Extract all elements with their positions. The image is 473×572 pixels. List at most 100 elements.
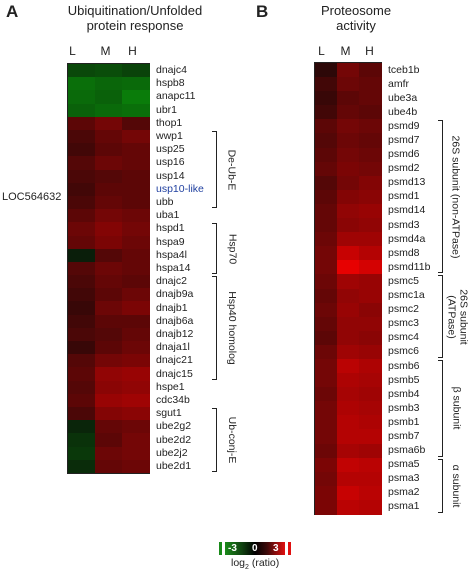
heatmap-cell [337, 147, 360, 163]
gene-label: psmb6 [388, 359, 420, 372]
gene-label: dnaja1l [156, 341, 190, 354]
heatmap-cell [359, 401, 382, 416]
heatmap-cell [95, 407, 123, 421]
heatmap-cell [95, 393, 123, 408]
gene-label: ube2d2 [156, 433, 192, 446]
heatmap-cell [122, 209, 150, 223]
heatmap-cell [359, 358, 382, 374]
heatmap-cell [337, 302, 360, 318]
heatmap-cell [122, 446, 150, 461]
heatmap-cell [337, 91, 360, 106]
panel-b-col-h: H [365, 44, 374, 58]
heatmap-cell [68, 77, 96, 91]
gene-label: psma3 [388, 472, 420, 485]
heatmap-cell [68, 314, 96, 329]
heatmap-cell [122, 156, 150, 171]
heatmap-cell [315, 457, 338, 473]
heatmap-cell [95, 77, 123, 91]
heatmap-cell [68, 354, 96, 368]
heatmap-cell [337, 499, 360, 515]
scale-red-edge [288, 542, 291, 555]
heatmap-cell [315, 203, 338, 219]
heatmap-cell [337, 415, 360, 430]
heatmap-cell [95, 341, 123, 355]
heatmap-cell [95, 261, 123, 276]
heatmap-cell [315, 330, 338, 346]
heatmap-cell [95, 288, 123, 302]
heatmap-cell [122, 407, 150, 421]
heatmap-cell [95, 275, 123, 289]
heatmap-cell [359, 330, 382, 346]
heatmap-cell [315, 443, 338, 459]
panel-a-title: Ubiquitination/Unfolded protein response [40, 3, 230, 33]
heatmap-cell [95, 156, 123, 171]
heatmap-cell [359, 246, 382, 261]
heatmap-cell [122, 301, 150, 316]
gene-label: hspe1 [156, 380, 185, 393]
gene-label: psmb4 [388, 387, 420, 400]
heatmap-cell [359, 288, 382, 304]
heatmap-cell [95, 235, 123, 250]
gene-label: psmd6 [388, 148, 420, 161]
heatmap-cell [337, 77, 360, 92]
gene-label: psmc4 [388, 331, 419, 344]
gene-label: uba1 [156, 209, 180, 222]
heatmap-cell [315, 373, 338, 388]
gene-label: hspb8 [156, 77, 185, 90]
gene-label: psmd13 [388, 176, 426, 189]
gene-label: usp14 [156, 169, 185, 182]
heatmap-cell [315, 274, 338, 289]
gene-label: dnajb1 [156, 301, 188, 314]
heatmap-cell [315, 401, 338, 416]
heatmap-cell [359, 344, 382, 360]
heatmap-cell [95, 367, 123, 382]
heatmap-cell [315, 471, 338, 487]
scale-mid-label: 0 [252, 543, 258, 554]
heatmap-cell [337, 401, 360, 416]
heatmap-cell [359, 485, 382, 501]
heatmap-cell [359, 189, 382, 205]
gene-label: psmc6 [388, 345, 419, 358]
heatmap-cell [122, 261, 150, 276]
gene-label: ubr1 [156, 103, 178, 116]
gene-label: tceb1b [388, 63, 420, 76]
heatmap-cell [337, 373, 360, 388]
panel-a-title-line1: Ubiquitination/Unfolded [67, 3, 203, 18]
heatmap-cell [337, 387, 360, 402]
gene-label: psmc3 [388, 317, 419, 330]
heatmap-cell [359, 387, 382, 402]
heatmap-cell [68, 90, 96, 105]
heatmap-cell [359, 218, 382, 233]
gene-label: anapc11 [156, 90, 196, 103]
heatmap-cell [68, 156, 96, 171]
heatmap-cell [68, 288, 96, 302]
gene-label: psmb3 [388, 401, 420, 414]
heatmap-cell [122, 393, 150, 408]
heatmap-cell [95, 64, 123, 78]
heatmap-cell [359, 274, 382, 289]
heatmap-cell [315, 189, 338, 205]
gene-label: dnajc21 [156, 354, 193, 367]
heatmap-cell [95, 222, 123, 236]
heatmap-cell [95, 327, 123, 342]
group-label: Hsp70 [225, 233, 238, 264]
heatmap-cell [95, 143, 123, 157]
gene-label: psmd9 [388, 119, 420, 132]
heatmap-cell [68, 195, 96, 210]
heatmap-cell [315, 344, 338, 360]
gene-label: dnajb9a [156, 288, 194, 301]
heatmap-cell [337, 471, 360, 487]
group-bracket [212, 223, 217, 275]
heatmap-cell [95, 129, 123, 144]
heatmap-cell [68, 209, 96, 223]
heatmap-cell [122, 195, 150, 210]
heatmap-cell [315, 415, 338, 430]
heatmap-cell [359, 471, 382, 487]
heatmap-cell [122, 235, 150, 250]
heatmap-cell [68, 301, 96, 316]
heatmap-cell [68, 393, 96, 408]
heatmap-cell [359, 203, 382, 219]
heatmap-cell [315, 387, 338, 402]
heatmap-cell [122, 288, 150, 302]
heatmap-cell [68, 459, 96, 474]
